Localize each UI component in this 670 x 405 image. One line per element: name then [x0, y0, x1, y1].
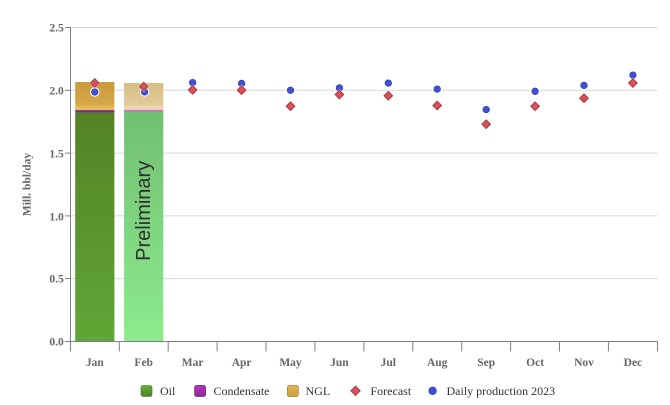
- svg-text:Jan: Jan: [86, 357, 105, 369]
- svg-text:Aug: Aug: [427, 357, 448, 369]
- svg-text:2.5: 2.5: [49, 23, 64, 35]
- svg-text:NGL: NGL: [306, 384, 331, 398]
- svg-text:Dec: Dec: [624, 357, 643, 369]
- svg-text:Apr: Apr: [232, 357, 252, 369]
- svg-text:Nov: Nov: [574, 357, 594, 369]
- svg-text:Sep: Sep: [477, 357, 495, 369]
- svg-text:0.5: 0.5: [49, 274, 64, 286]
- svg-text:2.0: 2.0: [49, 86, 64, 98]
- svg-text:Oil: Oil: [160, 384, 176, 398]
- svg-text:Preliminary: Preliminary: [133, 161, 155, 261]
- svg-text:May: May: [279, 357, 302, 369]
- svg-text:Daily production 2023: Daily production 2023: [447, 384, 556, 398]
- svg-text:Condensate: Condensate: [214, 384, 270, 398]
- svg-text:Forecast: Forecast: [371, 384, 412, 398]
- svg-text:Mar: Mar: [182, 357, 204, 369]
- svg-text:Mill. bbl/day: Mill. bbl/day: [21, 153, 33, 217]
- svg-text:1.0: 1.0: [49, 212, 64, 224]
- svg-text:Jun: Jun: [330, 357, 349, 369]
- svg-text:Jul: Jul: [381, 357, 396, 369]
- svg-text:Feb: Feb: [134, 357, 153, 369]
- svg-text:Oct: Oct: [526, 357, 544, 369]
- svg-text:1.5: 1.5: [49, 149, 64, 161]
- svg-text:0.0: 0.0: [49, 337, 64, 349]
